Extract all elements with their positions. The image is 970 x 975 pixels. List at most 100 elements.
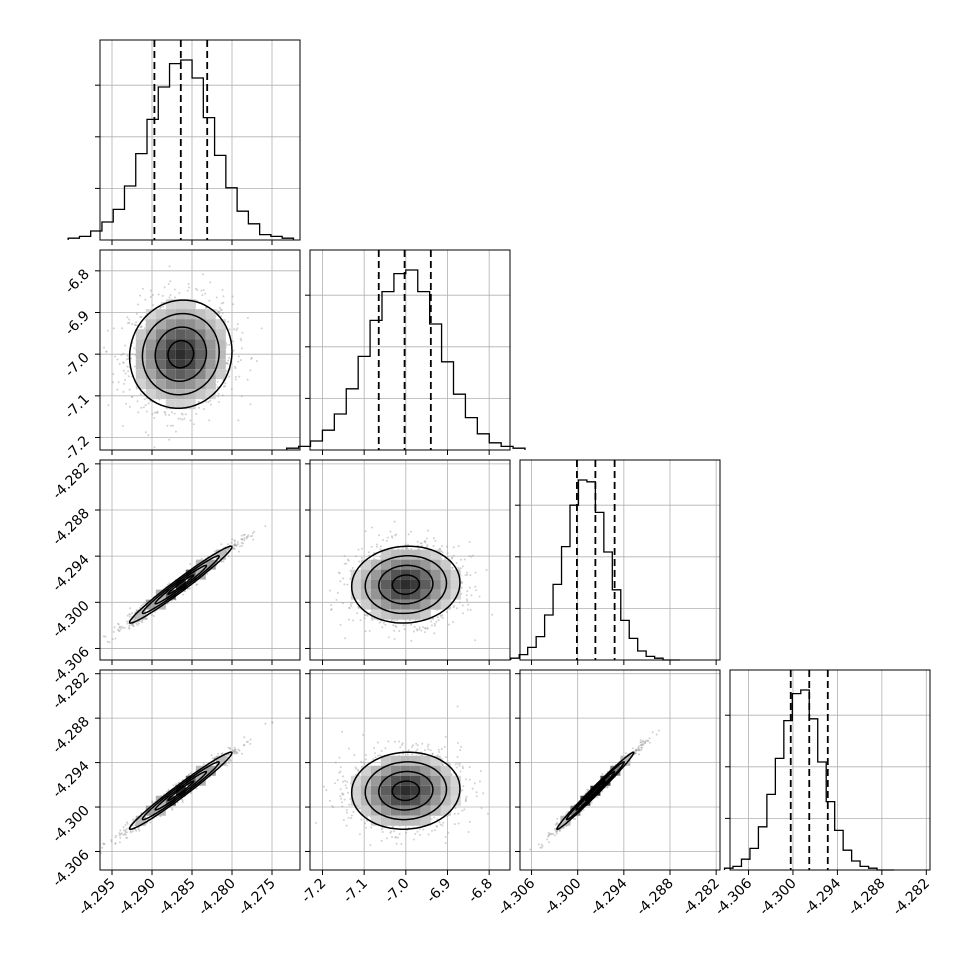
sample-point	[471, 787, 474, 790]
sample-point	[479, 770, 482, 772]
sample-point	[129, 831, 132, 834]
sample-point	[437, 748, 440, 751]
sample-point	[187, 283, 190, 285]
sample-point	[485, 569, 488, 572]
density-cell	[420, 589, 431, 600]
density-cell	[420, 765, 431, 776]
sample-point	[416, 830, 419, 833]
sample-point	[236, 323, 239, 326]
sample-point	[250, 357, 253, 360]
density-cell	[175, 319, 186, 330]
sample-point	[125, 821, 128, 824]
sample-point	[116, 358, 119, 361]
sample-point	[582, 808, 585, 811]
sample-point	[243, 736, 246, 739]
density-cell	[370, 765, 381, 776]
sample-point	[433, 632, 436, 635]
density-cell	[450, 589, 461, 600]
sample-point	[391, 536, 394, 539]
sample-point	[121, 425, 124, 427]
sample-point	[201, 273, 204, 276]
sample-point	[181, 418, 184, 421]
density-cell	[205, 349, 216, 360]
sample-point	[226, 754, 229, 756]
sample-point	[412, 630, 415, 633]
density-cell	[420, 815, 431, 826]
sample-point	[131, 623, 134, 626]
sample-point	[377, 754, 380, 757]
sample-point	[346, 780, 349, 783]
sample-point	[122, 833, 125, 836]
sample-point	[211, 757, 214, 760]
density-cell	[400, 765, 411, 776]
sample-point	[462, 785, 465, 788]
sample-point	[350, 814, 353, 817]
sample-point	[151, 294, 154, 296]
y-tick-label: -7.2	[62, 433, 93, 464]
sample-point	[144, 298, 147, 301]
density-cell	[380, 795, 391, 806]
density-cell	[195, 349, 206, 360]
sample-point	[216, 309, 218, 312]
sample-point	[123, 833, 126, 835]
sample-point	[131, 818, 134, 821]
sample-point	[355, 767, 358, 770]
density-cell	[370, 775, 381, 786]
sample-point	[416, 748, 419, 751]
sample-point	[128, 613, 131, 616]
sample-point	[423, 540, 426, 543]
sample-point	[455, 766, 458, 769]
density-cell	[390, 579, 401, 590]
sample-point	[124, 344, 127, 347]
density-cell	[380, 775, 391, 786]
sample-point	[444, 842, 447, 845]
sample-point	[586, 788, 589, 791]
sample-point	[637, 746, 640, 749]
sample-point	[416, 744, 419, 747]
sample-point	[431, 829, 433, 832]
sample-point	[240, 534, 243, 537]
density-cell	[205, 329, 216, 340]
sample-point	[206, 572, 209, 575]
density-cell	[205, 765, 216, 776]
density-cell	[440, 569, 451, 580]
sample-point	[360, 556, 363, 559]
sample-point	[342, 793, 345, 796]
sample-point	[601, 773, 604, 775]
sample-point	[163, 286, 166, 289]
sample-point	[229, 748, 232, 750]
sample-point	[426, 627, 429, 630]
density-cell	[420, 755, 431, 766]
x-tick-label: -4.306	[495, 875, 538, 918]
sample-point	[541, 845, 544, 847]
sample-point	[118, 832, 121, 835]
sample-point	[547, 835, 550, 838]
sample-point	[127, 370, 130, 373]
sample-point	[343, 555, 346, 558]
sample-point	[410, 623, 413, 626]
density-cell	[390, 795, 401, 806]
sample-point	[562, 826, 565, 829]
density-cell	[400, 559, 411, 570]
sample-point	[334, 761, 337, 764]
sample-point	[264, 525, 267, 528]
sample-point	[375, 545, 378, 548]
sample-point	[462, 767, 464, 770]
sample-point	[407, 543, 410, 546]
sample-point	[141, 619, 143, 622]
sample-point	[102, 843, 105, 846]
sample-point	[151, 801, 154, 804]
sample-point	[227, 753, 230, 756]
sample-point	[439, 547, 442, 550]
sample-point	[224, 382, 227, 385]
sample-point	[438, 751, 441, 753]
contour-line	[167, 780, 195, 802]
sample-point	[356, 612, 359, 615]
sample-point	[445, 545, 448, 548]
density-cell	[450, 785, 461, 796]
sample-point	[202, 289, 205, 291]
density-cell	[390, 765, 401, 776]
sample-point	[156, 410, 159, 413]
sample-point	[125, 828, 128, 831]
